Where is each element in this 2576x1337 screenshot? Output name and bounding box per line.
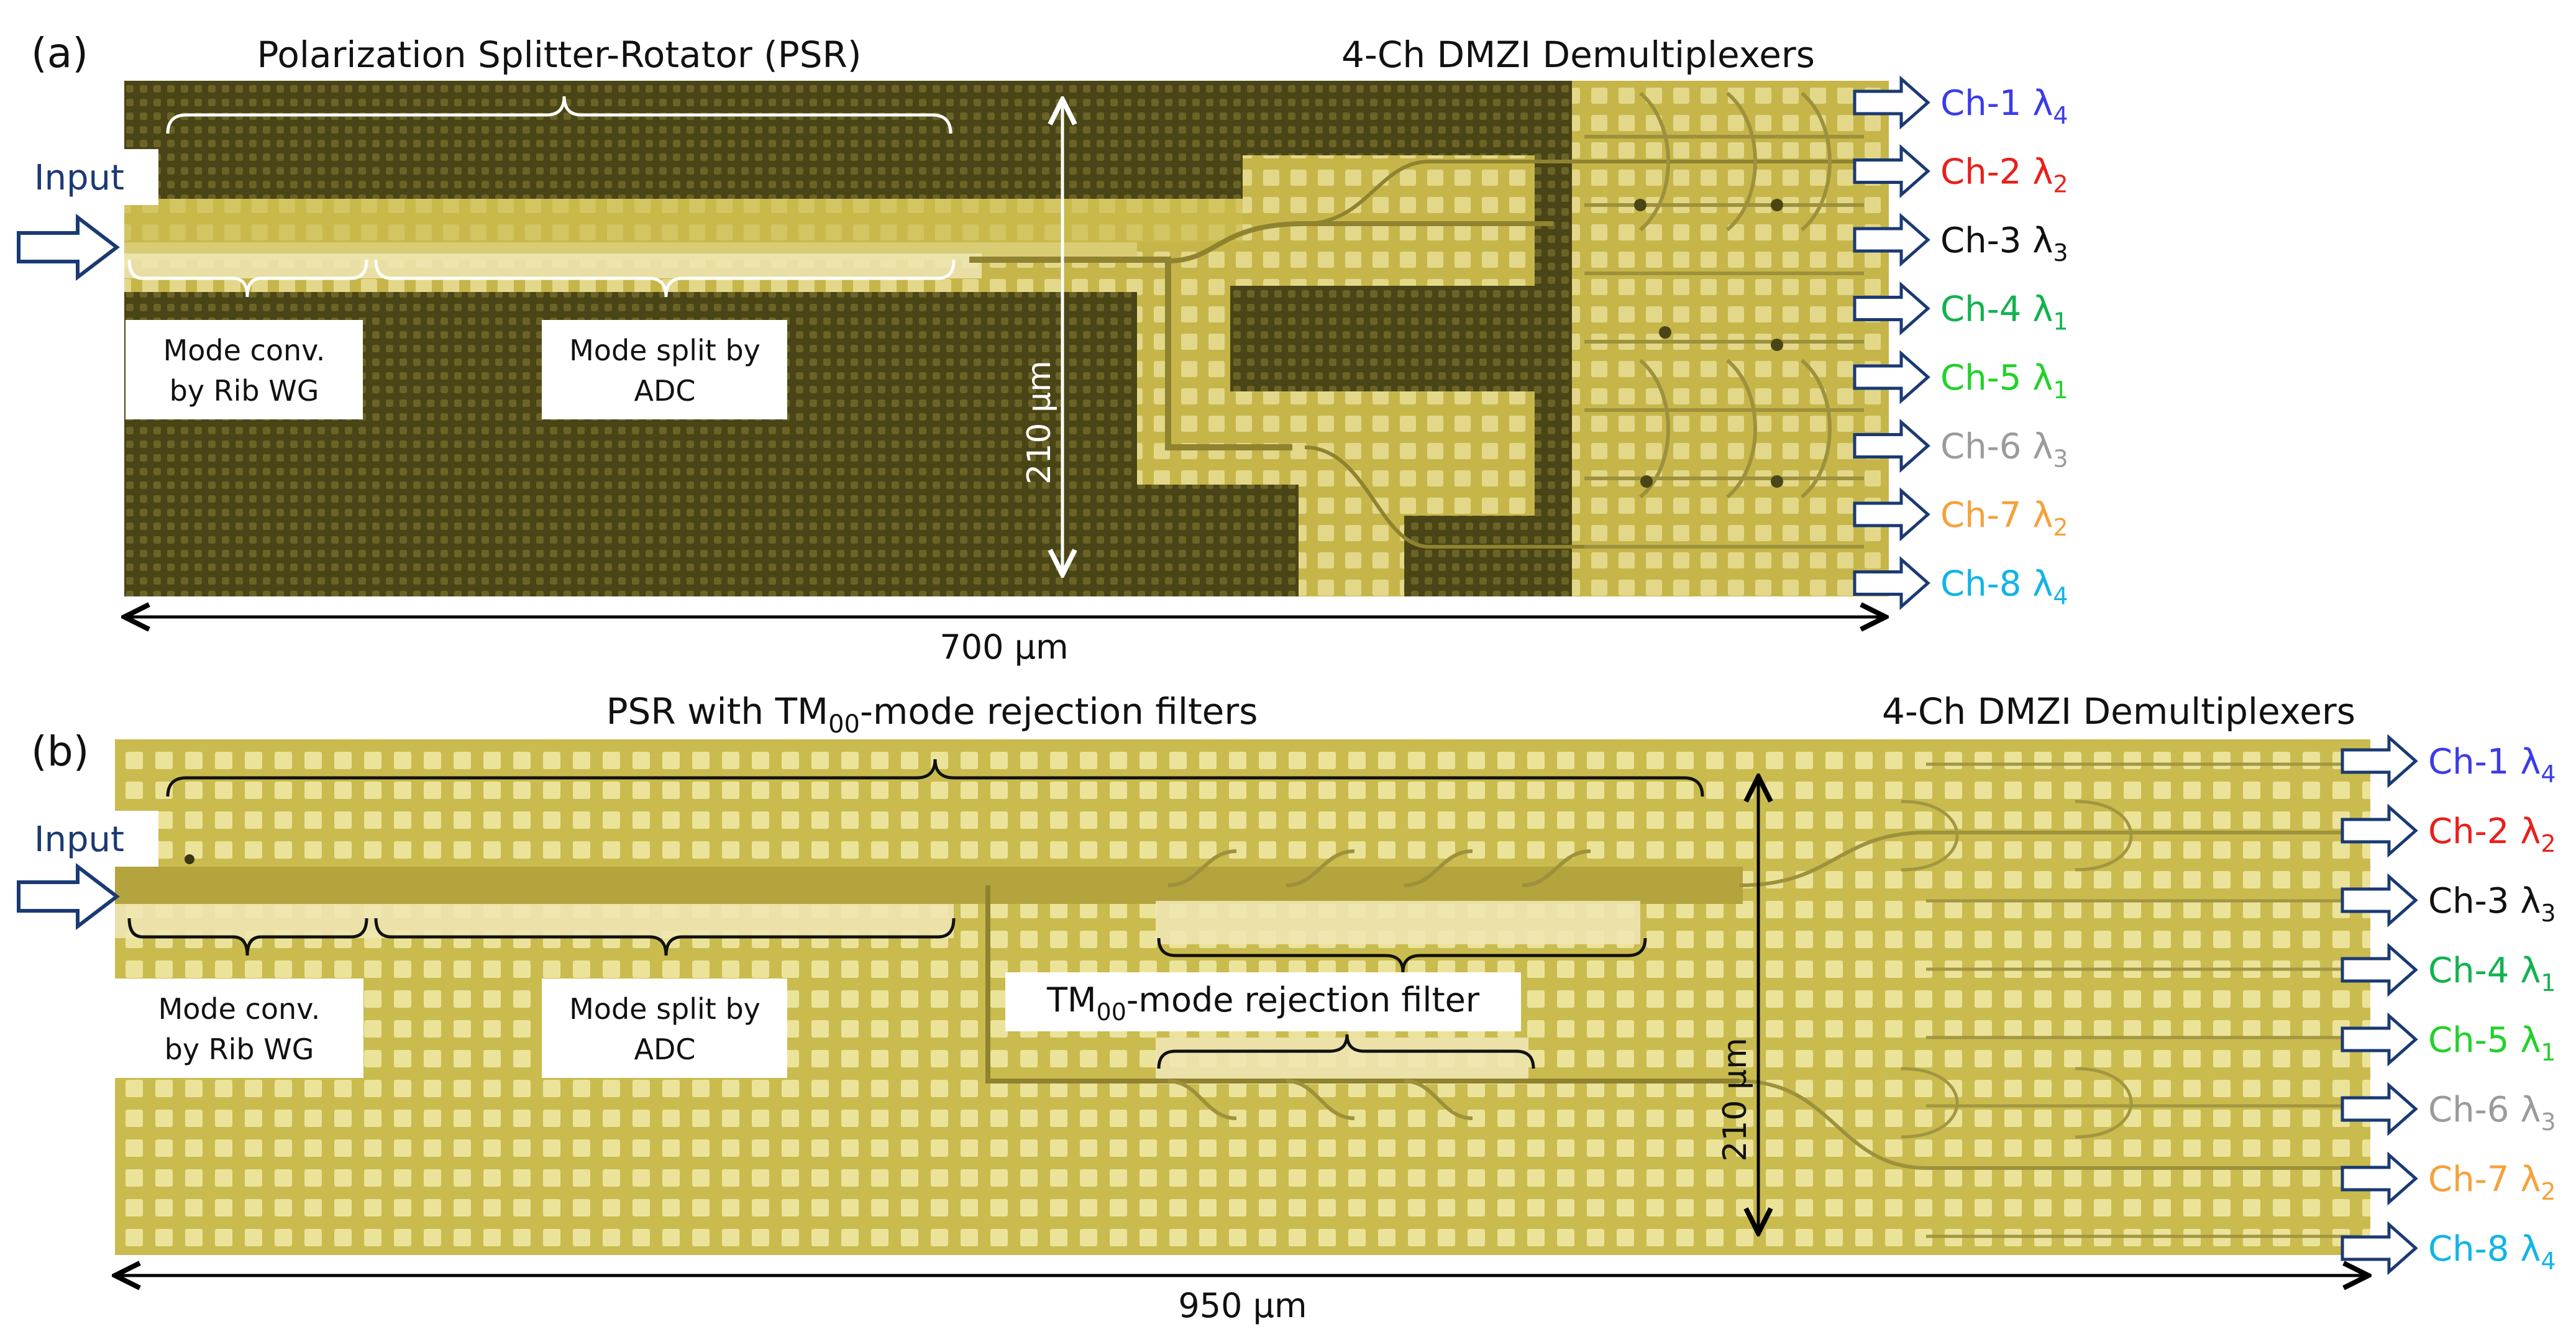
channel-arrow-5-a	[1853, 350, 1930, 404]
channel-arrow-1-b	[2341, 734, 2418, 788]
mode-split-line2-b: ADC	[634, 1033, 695, 1066]
panel-b-dmux-title: 4-Ch DMZI Demultiplexers	[1882, 690, 2355, 732]
input-label-box-b	[25, 811, 158, 867]
filter-bottom-bracket-b	[1157, 1034, 1535, 1069]
channel-label-3-a: Ch-3 λ3	[1940, 221, 2068, 267]
filter-label-box-b	[1005, 972, 1521, 1031]
channel-label-5-b: Ch-5 λ1	[2428, 1020, 2556, 1066]
channel-label-4-a: Ch-4 λ1	[1940, 290, 2068, 335]
channel-arrow-6-a	[1853, 418, 1930, 473]
channel-label-4-b: Ch-4 λ1	[2428, 951, 2556, 997]
channel-arrow-6-b	[2341, 1082, 2418, 1136]
channel-outputs-b: Ch-1 λ4 Ch-2 λ2 Ch-3 λ3 Ch-4 λ1 Ch-5 λ1 Ch-6 …	[2341, 734, 2556, 1275]
mode-conv-line1-b: Mode conv.	[158, 992, 321, 1026]
mode-split-line2-a: ADC	[634, 374, 695, 408]
mode-conv-line2-a: by Rib WG	[170, 374, 319, 408]
panel-a-tag: (a)	[31, 29, 88, 77]
input-label-a: Input	[34, 158, 124, 198]
mode-conv-label-box-a	[126, 320, 363, 419]
channel-arrow-2-a	[1853, 144, 1930, 199]
channel-label-1-a: Ch-1 λ4	[1940, 83, 2068, 129]
psr-bracket-a	[166, 96, 952, 134]
channel-label-5-a: Ch-5 λ1	[1940, 358, 2068, 404]
mode-conv-line2-b: by Rib WG	[165, 1033, 314, 1066]
channel-label-7-b: Ch-7 λ2	[2428, 1159, 2556, 1205]
height-label-b: 210 μm	[1717, 1038, 1754, 1162]
panel-b-tag: (b)	[31, 728, 89, 775]
channel-arrow-4-a	[1853, 281, 1930, 336]
mode-split-bracket-b	[374, 918, 956, 956]
mode-split-bracket-a	[374, 259, 956, 298]
panel-b-psr-title: PSR with TM00-mode rejection filters	[606, 690, 1258, 739]
channel-arrow-3-a	[1853, 212, 1930, 267]
input-label-box-a	[25, 149, 158, 205]
filter-label-b: TM00-mode rejection filter	[1046, 980, 1480, 1026]
mode-conv-bracket-b	[127, 918, 368, 956]
channel-label-6-a: Ch-6 λ3	[1940, 427, 2068, 473]
mode-split-label-box-a	[542, 320, 787, 419]
channel-outputs-a: Ch-1 λ4 Ch-2 λ2 Ch-3 λ3 Ch-4 λ1 Ch-5 λ1 Ch-6 …	[1853, 75, 2068, 611]
channel-arrow-3-b	[2341, 873, 2418, 928]
channel-label-8-b: Ch-8 λ4	[2428, 1229, 2556, 1275]
input-arrow-a	[17, 213, 120, 281]
channel-label-3-b: Ch-3 λ3	[2428, 881, 2556, 927]
width-label-a: 700 μm	[939, 627, 1068, 667]
mode-conv-line1-a: Mode conv.	[163, 334, 326, 367]
channel-arrow-7-b	[2341, 1151, 2418, 1206]
mode-split-line1-b: Mode split by	[569, 992, 760, 1026]
input-label-b: Input	[34, 819, 124, 860]
channel-label-6-b: Ch-6 λ3	[2428, 1090, 2556, 1136]
input-arrow-b	[17, 862, 120, 931]
mode-conv-label-box-b	[115, 979, 363, 1078]
channel-label-8-a: Ch-8 λ4	[1940, 564, 2068, 610]
channel-arrow-2-b	[2341, 803, 2418, 858]
channel-label-7-a: Ch-7 λ2	[1940, 495, 2068, 541]
psr-bracket-b	[166, 759, 1704, 797]
channel-arrow-5-b	[2341, 1012, 2418, 1067]
channel-label-2-b: Ch-2 λ2	[2428, 811, 2556, 857]
channel-label-2-a: Ch-2 λ2	[1940, 152, 2068, 198]
channel-label-1-b: Ch-1 λ4	[2428, 742, 2556, 788]
channel-arrow-8-b	[2341, 1221, 2418, 1275]
channel-arrow-8-a	[1853, 555, 1930, 611]
mode-conv-bracket-a	[127, 259, 368, 298]
channel-arrow-7-a	[1853, 487, 1930, 542]
panel-a: (a) Polarization Splitter-Rotator (PSR) …	[17, 29, 1889, 667]
channel-arrow-1-a	[1853, 75, 1930, 130]
panel-b: (b) PSR with TM00-mode rejection filters…	[17, 690, 2370, 1325]
chip-image-a	[124, 81, 1889, 596]
height-label-a: 210 μm	[1021, 360, 1058, 485]
channel-arrow-4-b	[2341, 942, 2418, 997]
panel-a-psr-title: Polarization Splitter-Rotator (PSR)	[257, 34, 862, 76]
width-label-b: 950 μm	[1178, 1286, 1307, 1325]
panel-a-dmux-title: 4-Ch DMZI Demultiplexers	[1341, 34, 1815, 76]
mode-split-line1-a: Mode split by	[569, 334, 760, 367]
mode-split-label-box-b	[542, 979, 787, 1078]
